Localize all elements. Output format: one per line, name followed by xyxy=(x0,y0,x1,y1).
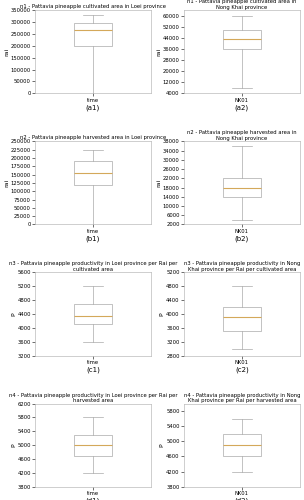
Y-axis label: rai: rai xyxy=(157,179,161,187)
Text: (c2): (c2) xyxy=(235,366,249,373)
Y-axis label: rai: rai xyxy=(4,48,9,56)
PathPatch shape xyxy=(223,434,261,456)
PathPatch shape xyxy=(223,178,261,196)
Text: (a2): (a2) xyxy=(235,104,249,111)
PathPatch shape xyxy=(74,434,112,456)
PathPatch shape xyxy=(74,304,112,324)
PathPatch shape xyxy=(74,162,112,184)
Title: n3 - Pattavia pineapple productivity in Loei province per Rai per cultivated are: n3 - Pattavia pineapple productivity in … xyxy=(9,262,177,272)
Y-axis label: P: P xyxy=(11,444,16,447)
Text: (b1): (b1) xyxy=(86,236,100,242)
Title: n1 - Pattavia pineapple cultivated area in Nong Khai province: n1 - Pattavia pineapple cultivated area … xyxy=(187,0,297,10)
Text: (d1): (d1) xyxy=(86,498,100,500)
Y-axis label: rai: rai xyxy=(157,48,161,56)
Y-axis label: P: P xyxy=(160,312,165,316)
Title: n4 - Pattavia pineapple productivity in Nong Khai province per Rai per harvested: n4 - Pattavia pineapple productivity in … xyxy=(184,392,300,404)
Title: n3 - Pattavia pineapple productivity in Nong Khai province per Rai per cultivate: n3 - Pattavia pineapple productivity in … xyxy=(184,262,300,272)
Text: (d2): (d2) xyxy=(235,498,249,500)
Y-axis label: P: P xyxy=(11,312,16,316)
Text: (a1): (a1) xyxy=(86,104,100,111)
Title: n4 - Pattavia pineapple productivity in Loei province per Rai per harvested area: n4 - Pattavia pineapple productivity in … xyxy=(9,392,177,404)
Title: n1 - Pattavia pineapple cultivated area in Loei province: n1 - Pattavia pineapple cultivated area … xyxy=(20,4,166,9)
Text: (b2): (b2) xyxy=(235,236,249,242)
PathPatch shape xyxy=(74,24,112,46)
PathPatch shape xyxy=(223,30,261,49)
Y-axis label: rai: rai xyxy=(4,179,9,187)
PathPatch shape xyxy=(223,307,261,332)
Text: (c1): (c1) xyxy=(86,366,100,373)
Title: n2 - Pattavia pineapple harvested area in Loei province: n2 - Pattavia pineapple harvested area i… xyxy=(20,136,166,140)
Y-axis label: P: P xyxy=(160,444,165,447)
Title: n2 - Pattavia pineapple harvested area in Nong Khai province: n2 - Pattavia pineapple harvested area i… xyxy=(187,130,297,141)
